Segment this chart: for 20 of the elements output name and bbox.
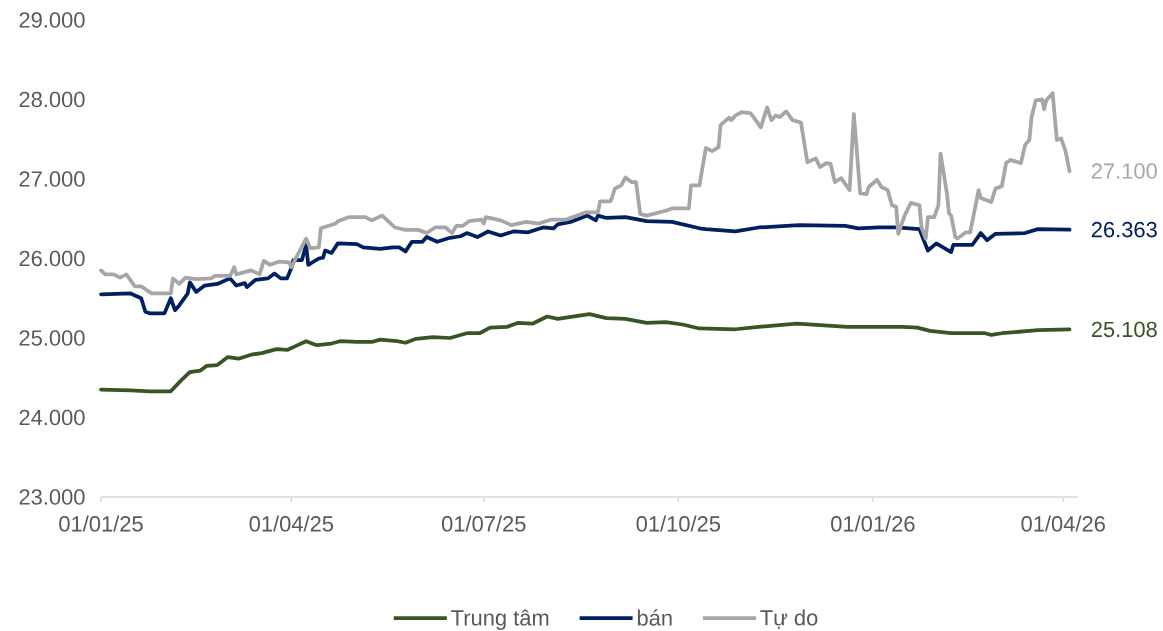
x-tick-label: 01/01/25: [59, 515, 143, 532]
x-tick-label: 01/01/26: [831, 515, 915, 532]
y-tick-label: 24.000: [19, 409, 85, 426]
y-tick-label: 28.000: [19, 91, 85, 108]
x-tick-label: 01/10/25: [636, 515, 721, 532]
legend-label: Trung tâm: [451, 609, 549, 630]
line-series: [99, 213, 1072, 316]
legend-label: bán: [637, 609, 672, 626]
x-tick-label: 01/04/25: [249, 515, 334, 532]
x-tick-label: 01/04/26: [1021, 515, 1105, 532]
y-tick-label: 25.000: [19, 330, 85, 346]
data-label: 25.108: [1091, 321, 1157, 338]
data-label: 26.363: [1091, 221, 1157, 238]
y-tick-label: 29.000: [19, 12, 85, 28]
y-tick-label: 26.000: [19, 250, 85, 267]
x-tick-label: 01/07/25: [441, 515, 526, 532]
y-tick-label: 23.000: [19, 489, 85, 505]
legend-label: Tự do: [760, 609, 818, 629]
data-label: 27.100: [1091, 163, 1157, 179]
y-tick-label: 27.000: [19, 171, 85, 187]
